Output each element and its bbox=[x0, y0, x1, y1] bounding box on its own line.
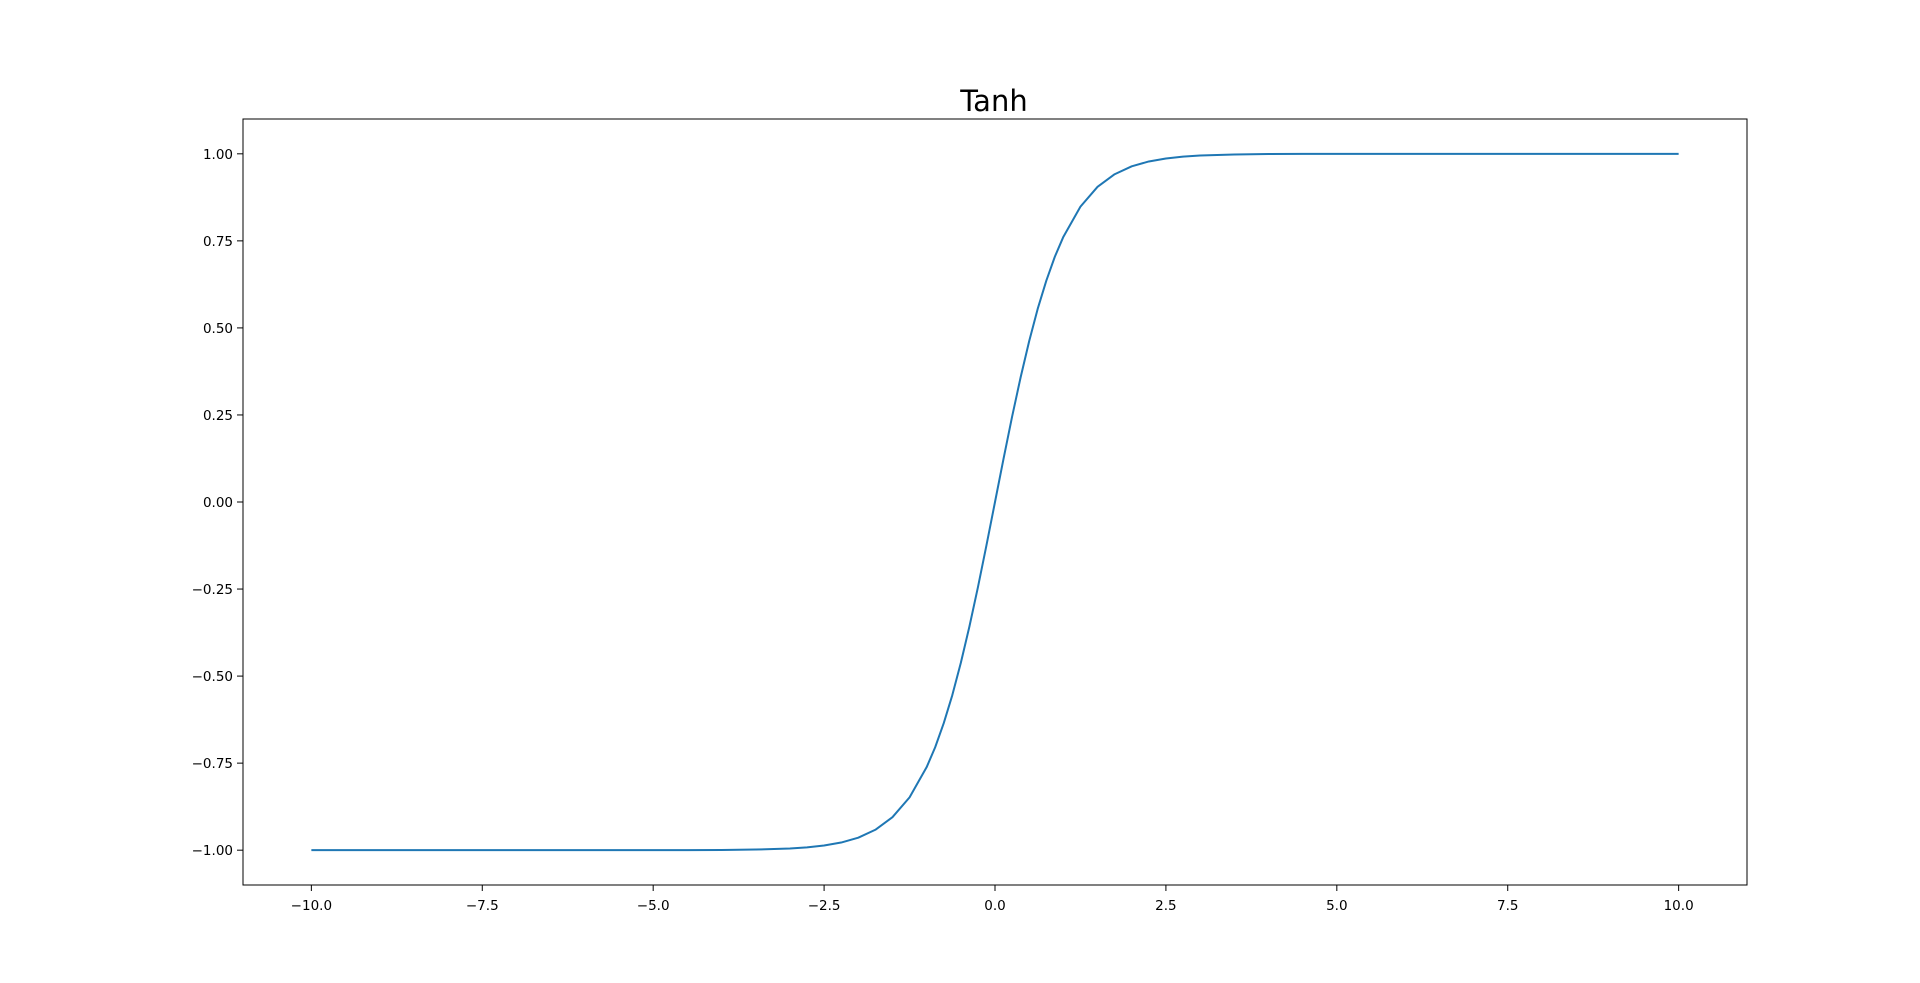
y-tick-label: −0.50 bbox=[192, 669, 233, 685]
y-tick-label: 0.75 bbox=[203, 234, 233, 250]
x-tick-label: −10.0 bbox=[291, 898, 332, 914]
y-tick-label: 0.00 bbox=[203, 495, 233, 511]
x-tick-label: 7.5 bbox=[1497, 898, 1518, 914]
y-axis: −1.00 −0.75 −0.50 −0.25 0.00 0.25 0.50 0.75 1.00 bbox=[192, 147, 243, 859]
x-tick-label: 2.5 bbox=[1155, 898, 1176, 914]
y-tick-label: 0.25 bbox=[203, 408, 233, 424]
y-tick-label: 0.50 bbox=[203, 321, 233, 337]
y-tick-label: −1.00 bbox=[192, 843, 233, 859]
series-line-0 bbox=[311, 152, 1679, 852]
x-tick-label: 10.0 bbox=[1664, 898, 1694, 914]
x-tick-label: −2.5 bbox=[808, 898, 841, 914]
x-tick-label: −5.0 bbox=[637, 898, 670, 914]
x-tick-label: −7.5 bbox=[466, 898, 499, 914]
chart-title: Tanh bbox=[959, 84, 1027, 118]
y-tick-label: −0.75 bbox=[192, 756, 233, 772]
plot-area bbox=[311, 152, 1679, 852]
y-tick-label: 1.00 bbox=[203, 147, 233, 163]
y-tick-label: −0.25 bbox=[192, 582, 233, 598]
x-axis: −10.0 −7.5 −5.0 −2.5 0.0 2.5 5.0 7.5 10.0 bbox=[291, 885, 1694, 914]
x-tick-label: 5.0 bbox=[1326, 898, 1347, 914]
x-tick-label: 0.0 bbox=[984, 898, 1005, 914]
